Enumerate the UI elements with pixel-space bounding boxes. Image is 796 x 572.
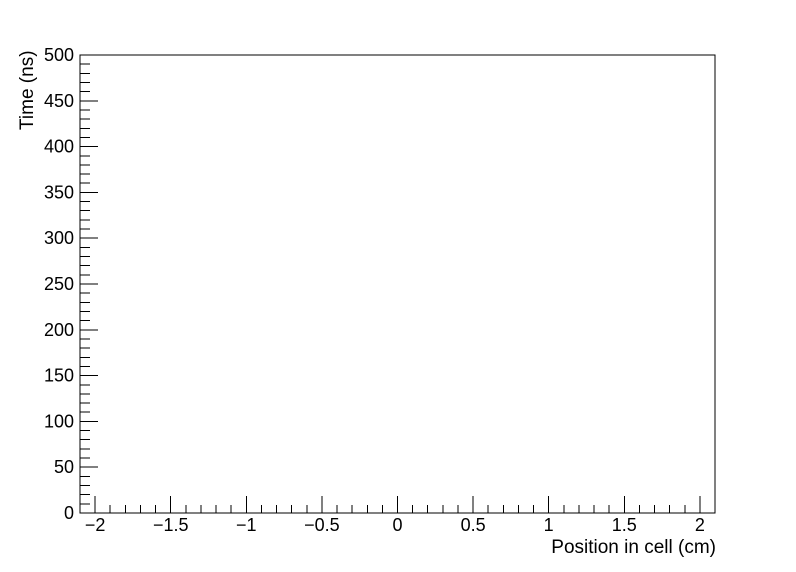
- x-tick-label: −2: [85, 515, 106, 535]
- x-tick-label: 1.5: [612, 515, 637, 535]
- x-tick-label: 1: [544, 515, 554, 535]
- y-tick-label: 250: [44, 274, 74, 294]
- y-axis-ticks: [80, 54, 98, 514]
- x-axis-ticks: [94, 496, 701, 513]
- y-tick-label: 50: [54, 457, 74, 477]
- x-tick-label: −1.5: [153, 515, 189, 535]
- y-axis-tick-labels: 0 50 100 150 200 250 300 350 400 450 500: [44, 45, 74, 523]
- y-tick-label: 400: [44, 137, 74, 157]
- y-tick-label: 100: [44, 411, 74, 431]
- x-tick-label: −0.5: [304, 515, 340, 535]
- x-tick-label: −1: [236, 515, 257, 535]
- y-tick-label: 300: [44, 228, 74, 248]
- x-axis-tick-labels: −2 −1.5 −1 −0.5 0 0.5 1 1.5 2: [85, 515, 705, 535]
- y-tick-label: 450: [44, 91, 74, 111]
- y-tick-label: 200: [44, 320, 74, 340]
- x-axis-title: Position in cell (cm): [551, 537, 716, 558]
- y-tick-label: 0: [64, 503, 74, 523]
- x-tick-label: 2: [695, 515, 705, 535]
- frame-box: [79, 54, 716, 514]
- y-axis-title: Time (ns): [17, 50, 38, 130]
- x-tick-label: 0: [392, 515, 402, 535]
- plot-frame: [79, 54, 716, 514]
- y-tick-label: 150: [44, 366, 74, 386]
- x-tick-label: 0.5: [461, 515, 486, 535]
- y-tick-label: 500: [44, 45, 74, 65]
- y-tick-label: 350: [44, 182, 74, 202]
